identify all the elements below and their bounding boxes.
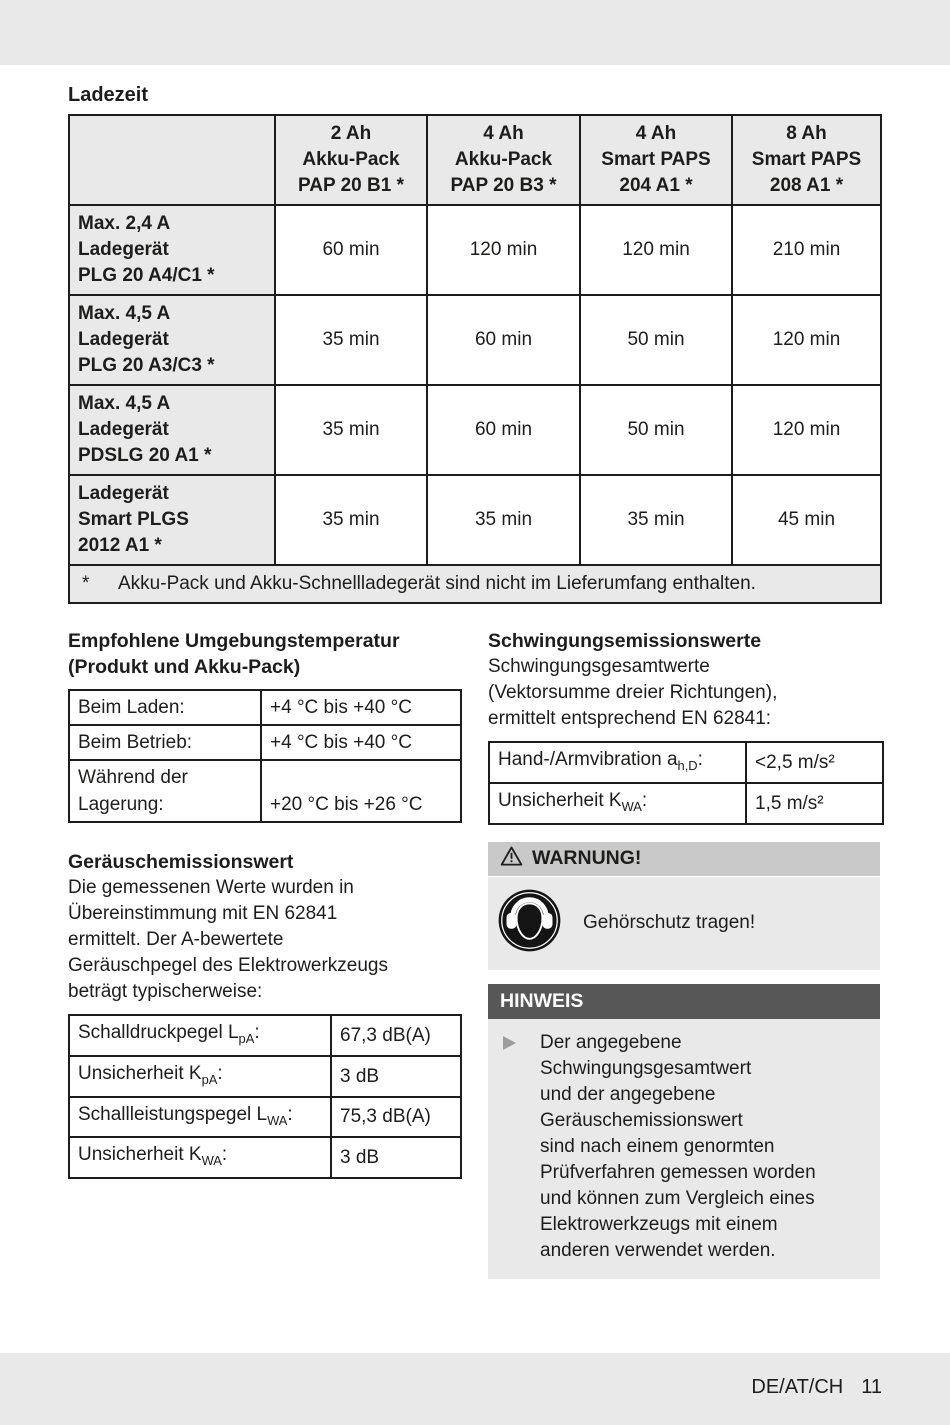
charge-time-cell: 60 min [426,294,581,386]
vibration-label: Unsicherheit KWA: [488,781,747,825]
table-row: Max. 2,4 A Ladegerät PLG 20 A4/C1 * 60 m… [68,204,882,296]
table-row: Schallleistungspegel LWA: 75,3 dB(A) [68,1095,462,1139]
noise-intro-text: Die gemessenen Werte wurden in Übereinst… [68,877,389,1002]
table-row: Beim Betrieb: +4 °C bis +40 °C [68,724,462,761]
page-top-band [0,0,950,65]
charge-time-cell: 60 min [274,204,428,296]
footer-region: DE/AT/CH [751,1376,844,1398]
charge-footnote-row: * Akku-Pack und Akku-Schnellladegerät sin… [68,564,882,604]
vibration-table: Hand-/Armvibration ah,D: <2,5 m/s² Unsic… [488,741,884,825]
noise-value: 75,3 dB(A) [330,1095,462,1139]
charge-time-cell: 50 min [579,294,733,386]
right-column: Schwingungsemissionswerte Schwingungsges… [488,628,884,1279]
charge-footnote: * Akku-Pack und Akku-Schnellladegerät sin… [68,564,882,604]
temp-label: Beim Laden: [68,689,262,726]
charge-table-title: Ladezeit [68,84,149,106]
table-row: Unsicherheit KWA: 3 dB [68,1136,462,1180]
charge-time-cell: 35 min [274,474,428,566]
note-header: HINWEIS [488,983,880,1019]
charge-col-header: 2 Ah Akku-Pack PAP 20 B1 * [274,114,428,206]
noise-label: Schallleistungspegel LWA: [68,1095,332,1139]
two-column-area: Empfohlene Umgebungstemperatur (Produkt … [68,628,884,1279]
table-row: Max. 4,5 A Ladegerät PDSLG 20 A1 * 35 mi… [68,384,882,476]
charge-time-cell: 35 min [274,384,428,476]
table-row: Unsicherheit KWA: 1,5 m/s² [488,781,884,825]
note-box: HINWEIS Der angegebene Schwingungsgesamt… [488,983,880,1279]
noise-value: 3 dB [330,1136,462,1180]
page-content: Ladezeit 2 Ah Akku-Pack PAP 20 B1 * 4 Ah… [68,84,884,1279]
warning-triangle-icon [500,845,523,873]
right-triangle-bullet-icon [502,1035,517,1264]
left-column: Empfohlene Umgebungstemperatur (Produkt … [68,628,462,1279]
footnote-text: Akku-Pack und Akku-Schnellladegerät sind… [118,573,756,594]
footnote-marker: * [82,573,90,594]
charger-label: Ladegerät Smart PLGS 2012 A1 * [68,474,276,566]
table-row: Während der Lagerung: +20 °C bis +26 °C [68,759,462,823]
temp-label: Beim Betrieb: [68,724,262,761]
table-row: Hand-/Armvibration ah,D: <2,5 m/s² [488,741,884,784]
table-row: Beim Laden: +4 °C bis +40 °C [68,689,462,726]
temp-label: Während der Lagerung: [68,759,262,823]
note-text: Der angegebene Schwingungsgesamtwert und… [540,1031,816,1261]
temperature-table: Beim Laden: +4 °C bis +40 °C Beim Betrie… [68,689,462,823]
warning-body: Gehörschutz tragen! [488,876,880,970]
charge-time-cell: 60 min [426,384,581,476]
table-row: Schalldruckpegel LpA: 67,3 dB(A) [68,1014,462,1057]
table-row: Ladegerät Smart PLGS 2012 A1 * 35 min 35… [68,474,882,566]
charge-time-cell: 210 min [731,204,882,296]
temp-value: +4 °C bis +40 °C [260,724,462,761]
charge-time-cell: 35 min [274,294,428,386]
charger-label: Max. 4,5 A Ladegerät PDSLG 20 A1 * [68,384,276,476]
noise-value: 3 dB [330,1054,462,1098]
temperature-section-title: Empfohlene Umgebungstemperatur (Produkt … [68,630,400,678]
charge-time-cell: 35 min [426,474,581,566]
noise-label: Unsicherheit KpA: [68,1054,332,1098]
warning-title: WARNUNG! [532,847,642,870]
vibration-value: 1,5 m/s² [745,781,884,825]
charge-time-cell: 50 min [579,384,733,476]
noise-value: 67,3 dB(A) [330,1014,462,1057]
charge-col-header: 4 Ah Akku-Pack PAP 20 B3 * [426,114,581,206]
noise-table: Schalldruckpegel LpA: 67,3 dB(A) Unsiche… [68,1014,462,1180]
charge-time-cell: 120 min [426,204,581,296]
vibration-intro-text: Schwingungsgesamtwerte (Vektorsumme drei… [488,656,778,729]
ear-protection-icon [498,889,561,958]
warning-box: WARNUNG! Gehörschutz tragen! [488,841,880,970]
table-row: Max. 4,5 A Ladegerät PLG 20 A3/C3 * 35 m… [68,294,882,386]
charge-header-row: 2 Ah Akku-Pack PAP 20 B1 * 4 Ah Akku-Pac… [68,114,882,206]
charger-label: Max. 2,4 A Ladegerät PLG 20 A4/C1 * [68,204,276,296]
charge-col-header: 8 Ah Smart PAPS 208 A1 * [731,114,882,206]
charge-col-header: 4 Ah Smart PAPS 204 A1 * [579,114,733,206]
charging-time-table: 2 Ah Akku-Pack PAP 20 B1 * 4 Ah Akku-Pac… [68,114,882,604]
noise-label: Unsicherheit KWA: [68,1136,332,1180]
charger-label: Max. 4,5 A Ladegerät PLG 20 A3/C3 * [68,294,276,386]
temp-value: +20 °C bis +26 °C [260,759,462,823]
page-footer-band: DE/AT/CH 11 [0,1353,950,1425]
charge-time-cell: 120 min [731,384,882,476]
noise-label: Schalldruckpegel LpA: [68,1014,332,1057]
temp-value: +4 °C bis +40 °C [260,689,462,726]
charge-time-cell: 35 min [579,474,733,566]
warning-message: Gehörschutz tragen! [583,912,756,934]
vibration-value: <2,5 m/s² [745,741,884,784]
charge-corner-cell [68,114,276,206]
warning-header: WARNUNG! [488,841,880,876]
note-title: HINWEIS [500,989,584,1012]
charge-time-cell: 45 min [731,474,882,566]
charge-time-cell: 120 min [731,294,882,386]
vibration-label: Hand-/Armvibration ah,D: [488,741,747,784]
table-row: Unsicherheit KpA: 3 dB [68,1054,462,1098]
footer-page-number: 11 [861,1376,882,1398]
charge-time-cell: 120 min [579,204,733,296]
vibration-section-title: Schwingungsemissionswerte [488,630,762,652]
note-body: Der angegebene Schwingungsgesamtwert und… [488,1018,880,1279]
noise-section-title: Geräuschemissionswert [68,851,294,873]
